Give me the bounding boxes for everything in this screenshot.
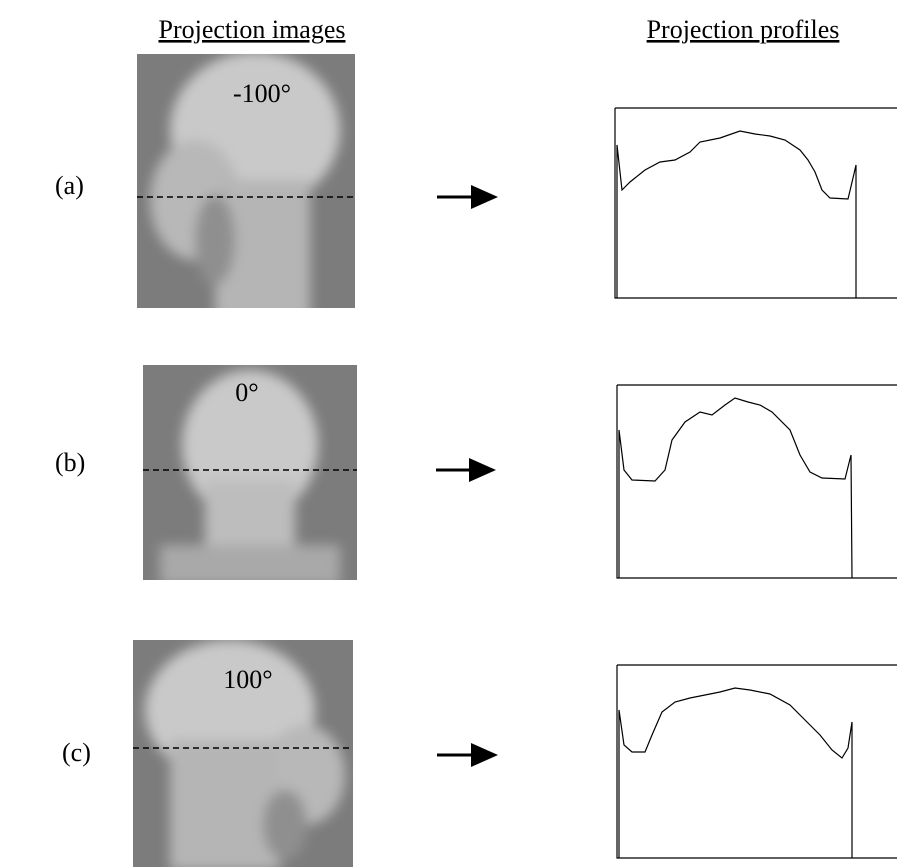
header-right: Projection profiles bbox=[647, 15, 840, 44]
projection-image bbox=[143, 365, 357, 580]
profile-plot bbox=[614, 107, 897, 299]
angle-label: 0° bbox=[235, 378, 258, 407]
projection-image bbox=[137, 54, 355, 308]
profile-plot bbox=[616, 664, 897, 859]
panel-b: (b) 0° bbox=[55, 365, 897, 580]
panel-label: (c) bbox=[62, 738, 91, 767]
profile-plot bbox=[616, 384, 897, 579]
panel-c: (c) 100° bbox=[62, 640, 897, 867]
panel-a: (a) -100° bbox=[55, 54, 897, 308]
projection-image bbox=[133, 640, 353, 867]
panel-label: (a) bbox=[55, 171, 84, 200]
panel-label: (b) bbox=[55, 448, 85, 477]
header-left: Projection images bbox=[158, 15, 345, 44]
angle-label: -100° bbox=[233, 79, 291, 108]
angle-label: 100° bbox=[223, 665, 272, 694]
